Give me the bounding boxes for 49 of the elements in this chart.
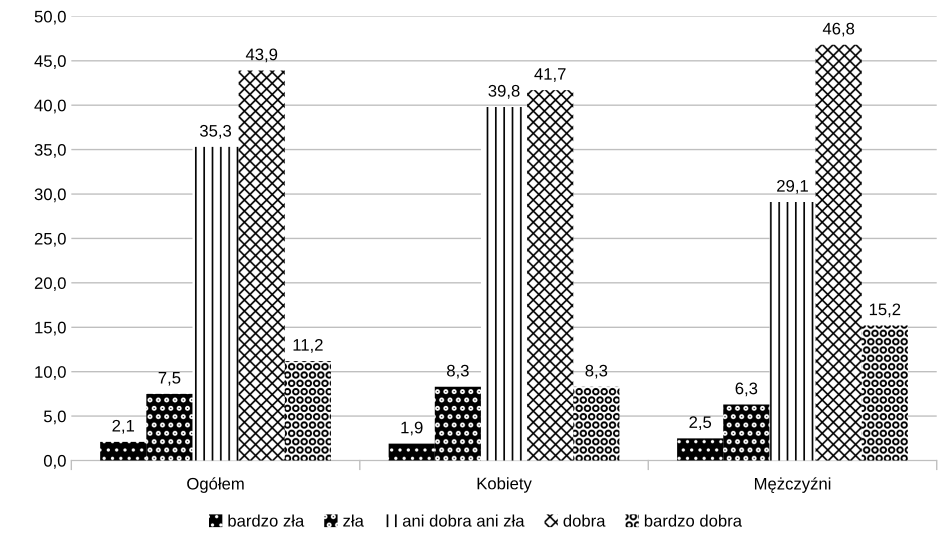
data-label: 11,2: [294, 338, 323, 353]
x-tick-label: Ogółem: [187, 477, 244, 493]
data-label: 2,1: [112, 420, 134, 434]
legend-label: bardzo zła: [228, 514, 304, 527]
data-label: 43,9: [246, 48, 278, 62]
data-label: 8,3: [447, 364, 469, 379]
bar: [723, 404, 770, 461]
bar: [284, 361, 331, 461]
data-label: 41,7: [534, 68, 566, 82]
data-label: 8,3: [585, 364, 608, 379]
bar: [862, 325, 908, 461]
bar: [238, 70, 285, 461]
bar: [480, 106, 528, 461]
x-tick-label: Mężczyźni: [754, 477, 830, 493]
data-label: 6,3: [736, 382, 758, 396]
bar: [573, 386, 620, 461]
y-tick-label: 35,0: [34, 144, 66, 158]
legend-label: ani dobra ani zła: [402, 514, 525, 527]
data-label: 15,2: [870, 303, 900, 318]
y-tick-label: 5,0: [44, 410, 66, 424]
y-tick-label: 0,0: [44, 454, 66, 469]
bar: [388, 444, 435, 461]
y-tick-label: 20,0: [34, 277, 66, 292]
bar: [527, 90, 574, 461]
bar: [192, 146, 239, 461]
data-label: 35,3: [200, 124, 232, 139]
legend-label: bardzo dobra: [644, 514, 742, 527]
data-label: 1,9: [401, 422, 423, 436]
y-tick-label: 50,0: [34, 10, 66, 25]
bar: [100, 442, 146, 461]
x-tick-label: Kobiety: [478, 477, 532, 493]
data-label: 46,8: [822, 22, 854, 37]
y-tick-label: 45,0: [34, 55, 66, 69]
data-label: 39,8: [488, 84, 520, 99]
y-tick-label: 25,0: [34, 232, 66, 247]
y-tick-label: 30,0: [34, 188, 66, 202]
bar: [677, 438, 724, 461]
legend-label: zła: [343, 514, 364, 527]
bar: [816, 44, 862, 461]
data-label: 29,1: [777, 180, 808, 194]
data-label: 2,5: [689, 416, 712, 430]
y-tick-label: 15,0: [35, 322, 66, 336]
y-tick-label: 40,0: [34, 100, 66, 114]
legend-label: dobra: [564, 514, 606, 527]
y-tick-label: 10,0: [35, 366, 66, 380]
bar: [146, 394, 192, 461]
bar: [434, 386, 481, 461]
bar: [769, 202, 816, 461]
data-label: 7,5: [158, 372, 180, 386]
